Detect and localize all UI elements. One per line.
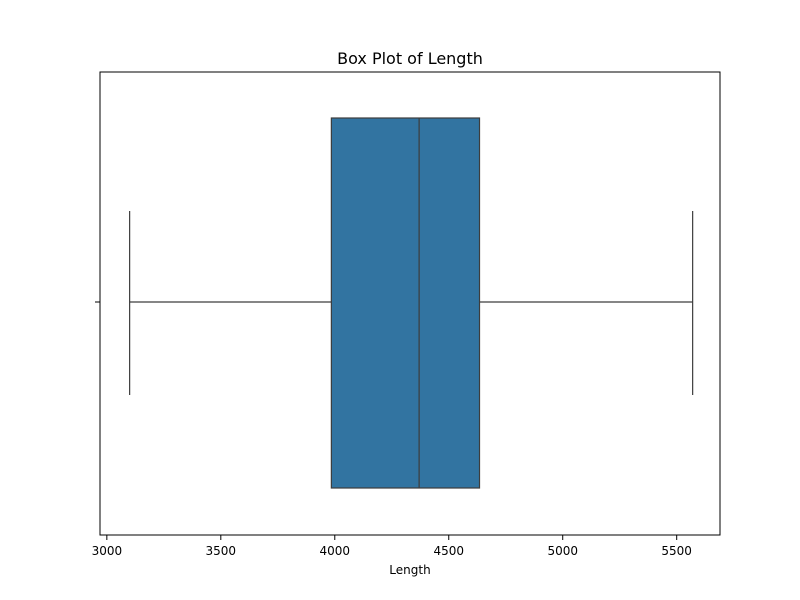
x-tick-label: 3500	[206, 544, 237, 558]
x-axis-label: Length	[389, 563, 430, 577]
plot-area	[99, 71, 721, 536]
x-tick-label: 5000	[547, 544, 578, 558]
axes-frame	[99, 71, 721, 536]
x-tick-label: 3000	[92, 544, 123, 558]
x-tick-label: 5500	[661, 544, 692, 558]
x-axis-ticks: 3000 3500 4000 4500 5000 5500	[92, 301, 692, 558]
x-tick-label: 4500	[433, 544, 464, 558]
x-tick-label: 4000	[320, 544, 351, 558]
chart-title: Box Plot of Length	[337, 49, 483, 68]
iqr-box	[330, 117, 481, 489]
